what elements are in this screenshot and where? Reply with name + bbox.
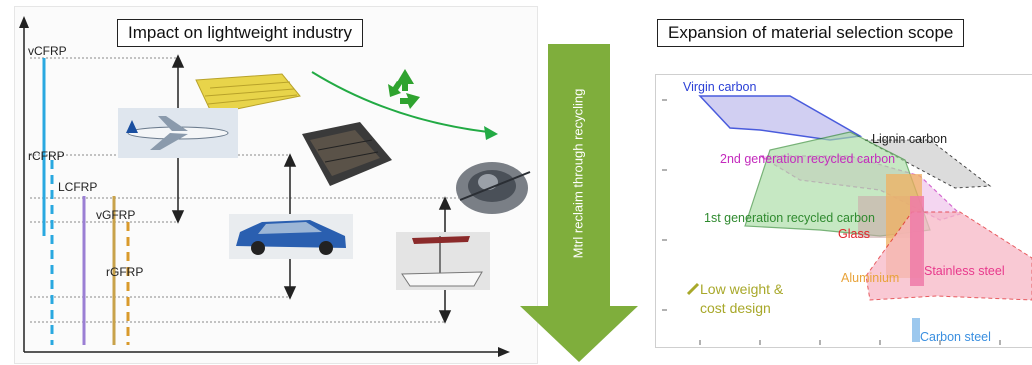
level-label-vgfrp: vGFRP	[96, 208, 136, 222]
stainless-steel-bar	[910, 196, 924, 286]
material-selection-panel	[655, 74, 1032, 348]
airplane-shape	[126, 116, 229, 150]
arrowhead-down-2	[283, 286, 297, 300]
level-label-vcfrp: vCFRP	[28, 44, 67, 58]
arrowhead-up-3	[438, 196, 452, 210]
trend-arrowhead	[484, 126, 498, 140]
design-label-line2: cost design	[700, 300, 771, 316]
recycle-icon	[388, 69, 420, 109]
region-label-lignin-carbon: Lignin carbon	[872, 132, 948, 146]
level-label-lcfrp: LCFRP	[58, 180, 98, 194]
pencil-icon	[686, 282, 700, 296]
engine-part-image	[456, 162, 531, 214]
battery-tray-image	[302, 122, 392, 186]
x-axis-arrowhead	[498, 347, 510, 357]
trend-arrow	[311, 71, 489, 133]
left-panel-title: Impact on lightweight industry	[117, 19, 363, 47]
material-regions	[662, 95, 1032, 345]
lignin-carbon-region	[864, 139, 992, 189]
region-label-aluminium: Aluminium	[841, 271, 900, 285]
level-label-rgfrp: rGFRP	[106, 265, 144, 279]
arrowhead-down-3	[438, 310, 452, 324]
carbon-steel-region	[912, 318, 920, 342]
design-label-line1: Low weight &	[700, 281, 784, 297]
lightweight-industry-panel	[14, 6, 538, 364]
arrowhead-up-2	[283, 153, 297, 167]
region-label-stainless-steel: Stainless steel	[924, 264, 1005, 278]
region-label-1st-gen: 1st generation recycled carbon	[704, 211, 875, 225]
arrowhead-down-1	[171, 210, 185, 224]
region-label-glass: Glass	[838, 227, 870, 241]
sailboat-shape	[401, 236, 483, 287]
recycling-arrow-label: Mtrl reclaim through recycling	[570, 88, 586, 259]
region-label-virgin-carbon: Virgin carbon	[683, 80, 757, 94]
level-label-rcfrp: rCFRP	[28, 149, 65, 163]
arrowhead-up-1	[171, 54, 185, 68]
composite-panel-image	[195, 73, 301, 115]
region-label-carbon-steel: Carbon steel	[920, 330, 991, 344]
y-axis-arrowhead	[19, 16, 29, 28]
recycling-down-arrow	[520, 44, 638, 362]
right-panel-title: Expansion of material selection scope	[657, 19, 965, 47]
region-label-2nd-gen: 2nd generation recycled carbon	[720, 152, 896, 166]
suv-shape	[236, 220, 346, 255]
